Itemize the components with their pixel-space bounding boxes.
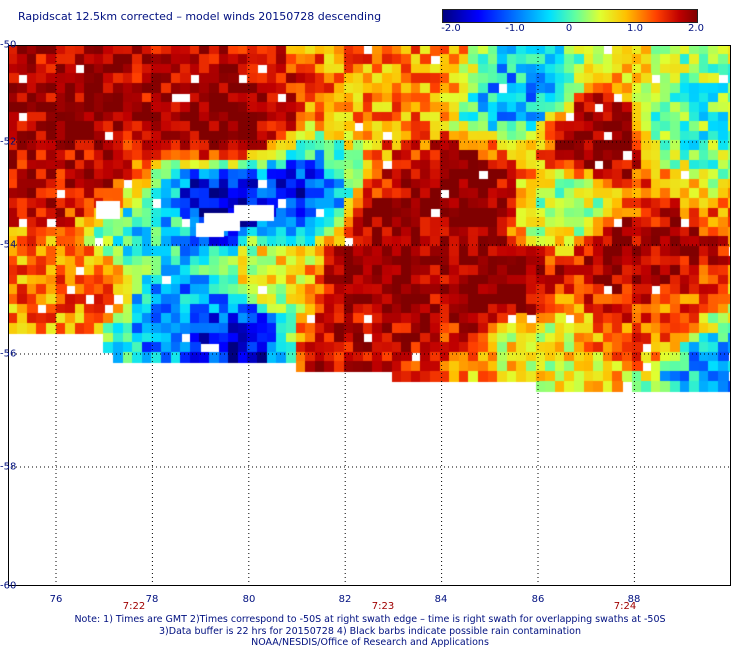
time-label: 7:22 bbox=[122, 601, 146, 612]
footnote-line: NOAA/NESDIS/Office of Research and Appli… bbox=[251, 637, 489, 648]
colorbar-tick-label: 0 bbox=[565, 23, 573, 34]
lon-label: 78 bbox=[145, 594, 159, 605]
wind-difference-heatmap bbox=[8, 45, 731, 586]
lat-label: -52 bbox=[0, 136, 17, 148]
lon-label: 82 bbox=[338, 594, 352, 605]
lon-label: 76 bbox=[49, 594, 63, 605]
lat-label: -60 bbox=[0, 580, 17, 592]
time-label: 7:24 bbox=[613, 601, 637, 612]
lon-label: 80 bbox=[242, 594, 256, 605]
footnote-line: 3)Data buffer is 22 hrs for 20150728 4) … bbox=[159, 625, 581, 637]
lon-label: 88 bbox=[627, 594, 641, 605]
time-label: 7:23 bbox=[371, 601, 395, 612]
colorbar bbox=[442, 9, 698, 23]
colorbar-tick-label: -2.0 bbox=[441, 23, 461, 34]
lat-label: -50 bbox=[0, 39, 17, 51]
colorbar-tick-label: -1.0 bbox=[505, 23, 525, 34]
map-title: Rapidscat 12.5km corrected – model winds… bbox=[18, 10, 382, 23]
lon-label: 84 bbox=[434, 594, 448, 605]
lat-label: -54 bbox=[0, 239, 17, 251]
lat-label: -58 bbox=[0, 461, 17, 473]
lat-label: -56 bbox=[0, 348, 17, 360]
footnotes: Note: 1) Times are GMT 2)Times correspon… bbox=[0, 614, 740, 649]
lon-label: 86 bbox=[531, 594, 545, 605]
colorbar-tick-label: 1.0 bbox=[627, 23, 643, 34]
colorbar-tick-label: 2.0 bbox=[688, 23, 704, 34]
footnote-line: Note: 1) Times are GMT 2)Times correspon… bbox=[74, 614, 666, 625]
